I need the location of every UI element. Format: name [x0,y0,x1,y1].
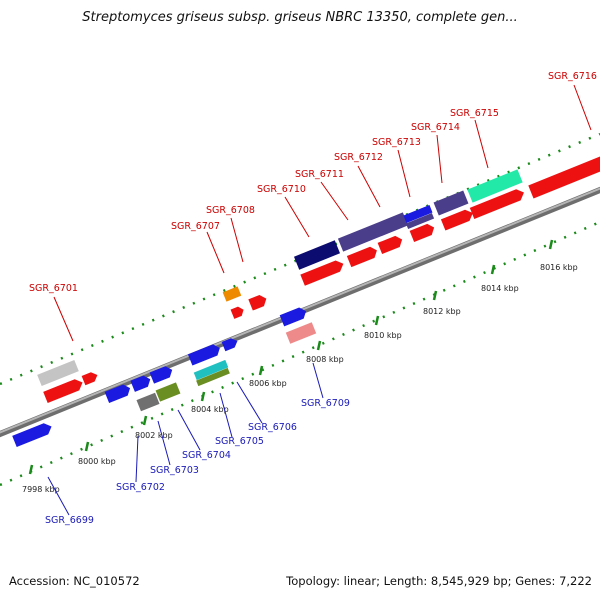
accession-text: Accession: NC_010572 [9,574,140,588]
gene-label: SGR_6713 [372,137,421,148]
gene-arrow [221,338,238,352]
gene-label: SGR_6705 [215,436,264,447]
gene-arrow [149,366,173,384]
topology-text: Topology: linear; Length: 8,545,929 bp; … [286,574,592,588]
gene-block [403,205,433,223]
gene-label: SGR_6716 [548,71,597,82]
gene-block [467,169,523,203]
gene-arrow [81,372,98,386]
genes [12,155,600,448]
gene-arrow [12,423,52,448]
gene-label: SGR_6710 [257,184,306,195]
gene-arrow [248,294,267,311]
gene-label: SGR_6702 [116,482,165,493]
gene-block [196,367,230,387]
scale-label: 8002 kbp [135,431,173,440]
gene-label: SGR_6708 [206,205,255,216]
gene-label: SGR_6712 [334,152,383,163]
scale-label: 8006 kbp [249,379,287,388]
gene-arrow [43,379,83,404]
gene-block [285,322,317,344]
gene-label: SGR_6707 [171,221,220,232]
gene-label: SGR_6715 [450,108,499,119]
gene-block [528,155,600,199]
gene-arrow [440,209,473,231]
leader-lines-bottom [47,362,324,516]
gene-arrow [104,384,131,404]
gene-block [155,382,181,402]
gene-label: SGR_6706 [248,422,297,433]
scale-label: 8016 kbp [540,263,578,272]
gene-arrow [130,375,151,392]
scale-labels: 7998 kbp 8000 kbp 8002 kbp 8004 kbp 8006… [22,263,578,494]
gene-label: SGR_6711 [295,169,344,180]
gene-labels-bottom: SGR_6699 SGR_6702 SGR_6703 SGR_6704 SGR_… [45,398,350,526]
scale-label: 8004 kbp [191,405,229,414]
gene-block [37,359,79,387]
scale-label: 8014 kbp [481,284,519,293]
gene-arrow [187,344,220,366]
gene-block [293,240,341,270]
gene-arrow [300,260,344,286]
scale-label: 8012 kbp [423,307,461,316]
gene-arrow [346,246,377,268]
leader-lines-top [53,84,592,342]
gene-arrow [230,306,244,319]
scale-label: 8010 kbp [364,331,402,340]
scale-label: 7998 kbp [22,485,60,494]
gene-label: SGR_6714 [411,122,460,133]
gene-label: SGR_6703 [150,465,199,476]
gene-arrow [409,223,435,243]
gene-arrow [469,189,524,220]
gene-block [337,212,409,252]
scale-label: 8000 kbp [78,457,116,466]
gene-label: SGR_6699 [45,515,94,526]
gene-arrow [377,235,403,255]
gene-block [136,392,160,412]
gene-block [222,286,242,302]
gene-labels-top: SGR_6701 SGR_6707 SGR_6708 SGR_6710 SGR_… [29,71,597,294]
gene-block [405,212,435,230]
gene-label: SGR_6704 [182,450,231,461]
gene-block [433,190,469,216]
gene-arrow [279,307,307,327]
scale-label: 8008 kbp [306,355,344,364]
gene-block [193,359,229,381]
gene-label: SGR_6709 [301,398,350,409]
gene-label: SGR_6701 [29,283,78,294]
major-ticks [28,239,554,475]
map-title: Streptomyces griseus subsp. griseus NBRC… [82,10,518,25]
